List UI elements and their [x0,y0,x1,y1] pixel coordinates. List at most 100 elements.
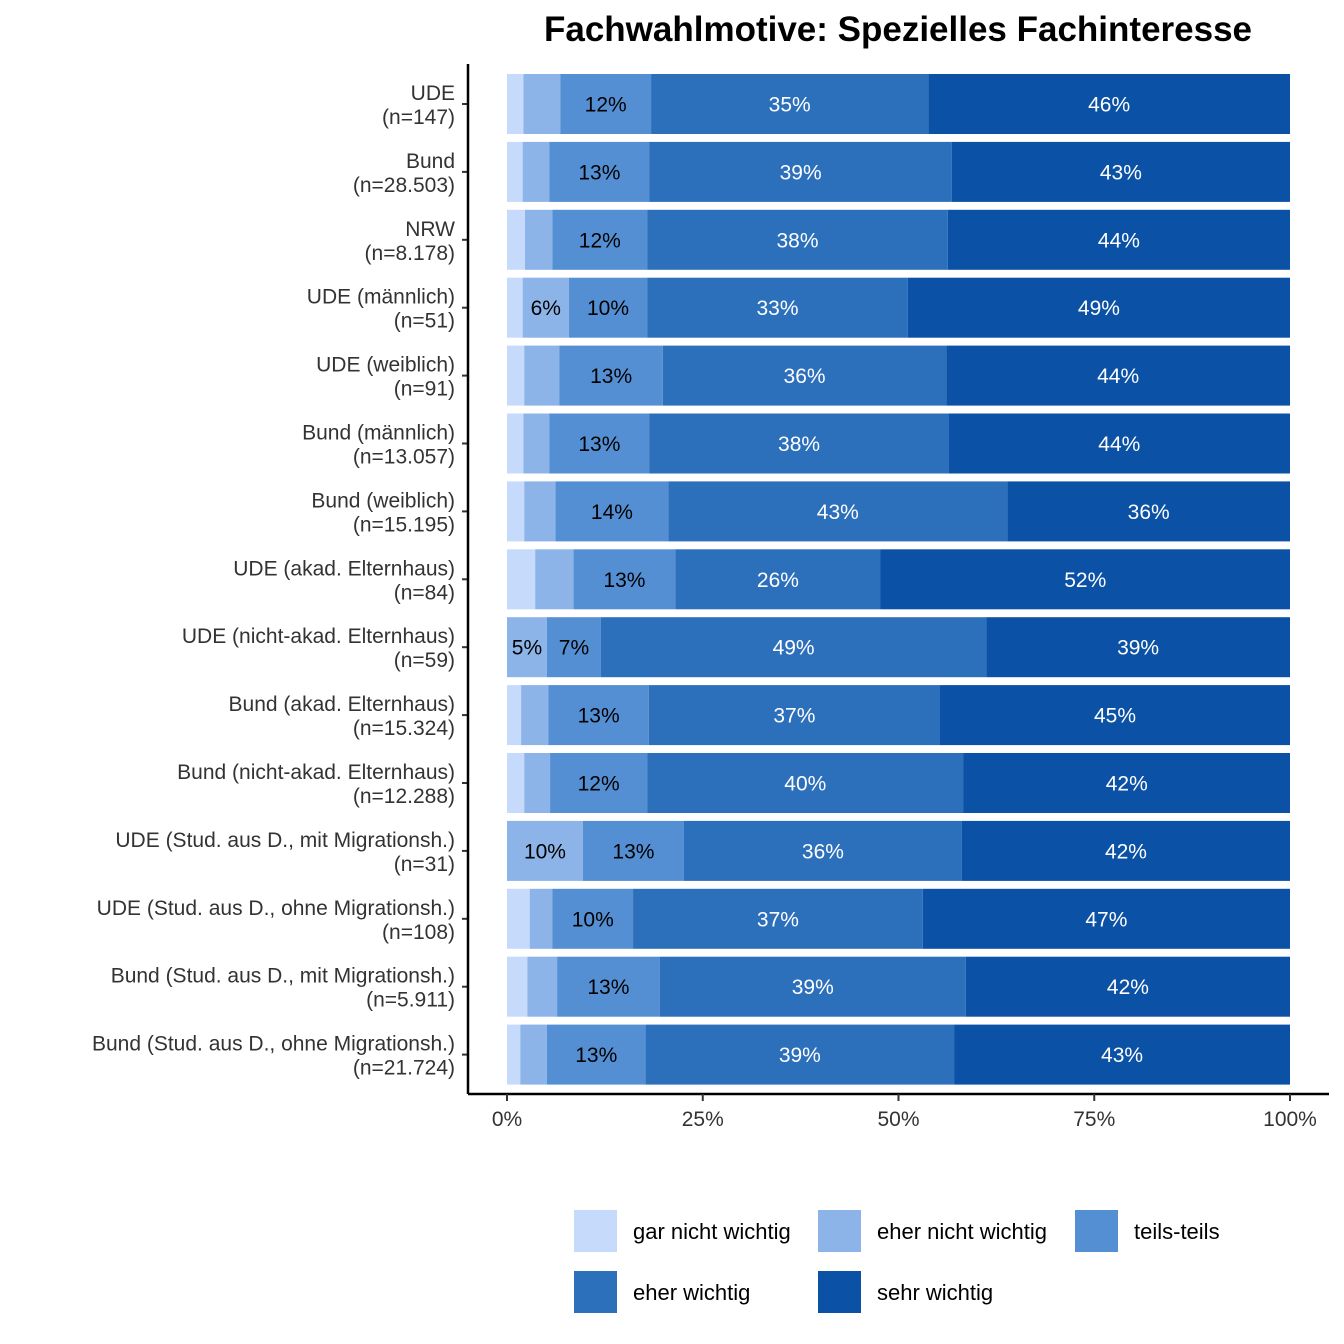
bar-segment [507,74,524,134]
category-label: Bund (weiblich) [311,489,455,512]
data-label: 13% [587,976,629,999]
bar-segment [1007,481,1290,542]
data-label: 12% [585,94,627,117]
data-label: 44% [1098,433,1140,456]
bar-segment [527,956,558,1017]
bar-segment [922,888,1290,949]
bar-segment [560,74,652,134]
bar-segment [555,481,669,542]
category-label: Bund (Stud. aus D., ohne Migrationsh.) [92,1033,455,1056]
data-label: 10% [587,297,629,320]
data-label: 6% [531,297,561,320]
bar-segment [647,753,964,813]
data-label: 52% [1064,569,1106,592]
category-n-label: (n=91) [394,378,455,401]
bar-segment [507,481,525,542]
data-label: 40% [784,773,826,796]
bar-segment [948,413,1290,474]
bar-segment [965,956,1290,1017]
bar-segment [521,685,549,746]
bar-segment [525,209,553,270]
bar-segment [546,617,601,678]
bar-segment [880,549,1290,610]
data-label: 44% [1098,229,1140,252]
bar-segment [507,753,525,813]
bar-segment [529,888,553,949]
category-label: UDE [411,82,455,105]
category-n-label: (n=8.178) [365,242,455,265]
category-n-label: (n=28.503) [353,174,455,197]
bar-segment [522,141,550,202]
category-label: UDE (nicht-akad. Elternhaus) [182,625,455,648]
data-label: 37% [773,705,815,728]
bar-segment [524,753,551,813]
legend: gar nicht wichtig eher nicht wichtig teils… [574,1210,1220,1313]
data-label: 43% [817,501,859,524]
bar-segment [524,481,556,542]
bar-segment [523,74,561,134]
bar-segment [507,549,536,610]
category-n-label: (n=147) [382,106,455,129]
category-n-label: (n=21.724) [353,1057,455,1080]
data-label: 14% [591,501,633,524]
bar-segment [507,820,583,881]
bar-segment [907,277,1290,338]
data-label: 13% [612,840,654,863]
data-label: 12% [578,773,620,796]
data-label: 44% [1097,365,1139,388]
x-tick-label: 0% [492,1108,522,1131]
bar-segment [535,549,574,610]
data-label: 13% [578,161,620,184]
data-label: 36% [784,365,826,388]
category-n-label: (n=13.057) [353,446,455,469]
bar-segment [951,141,1290,202]
data-label: 13% [578,433,620,456]
category-n-label: (n=108) [382,921,455,944]
data-label: 49% [1078,297,1120,320]
legend-swatch [818,1271,861,1313]
category-label: UDE (akad. Elternhaus) [233,557,455,580]
category-n-label: (n=59) [394,649,455,672]
bar-segment [550,753,648,813]
data-label: 36% [802,840,844,863]
data-label: 46% [1088,94,1130,117]
category-n-label: (n=12.288) [353,785,455,808]
bar-segment [552,888,634,949]
data-label: 39% [792,976,834,999]
bar-segment [522,277,569,338]
bar-segment [568,277,648,338]
bar-segment [649,141,952,202]
bar-segment [552,209,648,270]
bar-segment [507,413,524,474]
legend-label: gar nicht wichtig [633,1219,791,1244]
bar-segment [559,345,663,406]
category-label: Bund (Stud. aus D., mit Migrationsh.) [111,965,455,988]
legend-label: eher wichtig [633,1280,750,1305]
bar-segment [507,617,547,678]
data-label: 26% [757,569,799,592]
data-label: 43% [1100,161,1142,184]
category-label: Bund (akad. Elternhaus) [229,693,455,716]
bar-segment [675,549,881,610]
bar-segment [645,1024,955,1085]
data-label: 10% [524,840,566,863]
data-label: 37% [757,908,799,931]
bar-segment [520,1024,547,1085]
x-tick-label: 100% [1263,1108,1317,1131]
data-label: 12% [579,229,621,252]
category-n-label: (n=31) [394,853,455,876]
bar-segment [683,820,962,881]
x-tick-label: 50% [877,1108,919,1131]
data-label: 13% [590,365,632,388]
category-label: Bund (nicht-akad. Elternhaus) [177,761,455,784]
bar-segment [659,956,966,1017]
bar-segment [940,685,1290,746]
data-label: 35% [769,94,811,117]
bar-segment [507,209,526,270]
bar-segment [507,345,525,406]
bar-segment [548,685,649,746]
data-label: 13% [578,705,620,728]
data-label: 7% [559,637,589,660]
category-n-label: (n=5.911) [366,989,455,1012]
bar-segment [549,413,650,474]
